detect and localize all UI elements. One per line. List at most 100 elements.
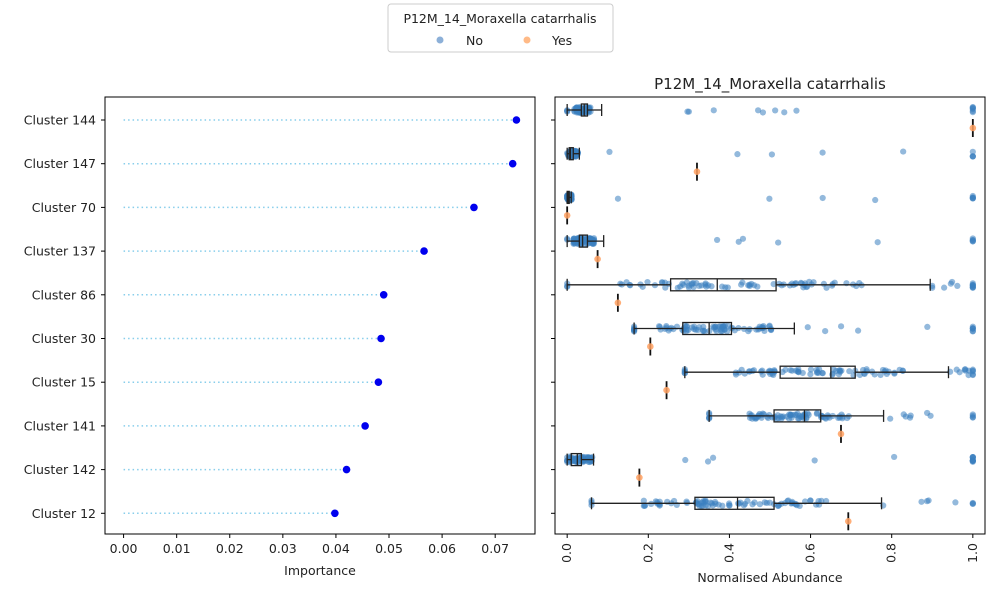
strip-point-no bbox=[755, 107, 762, 114]
x-tick-label: 0.0 bbox=[559, 543, 574, 563]
strip-point-no bbox=[837, 323, 845, 330]
strip-point-no bbox=[724, 284, 731, 291]
strip-point-no bbox=[766, 195, 773, 202]
abundance-plot-area bbox=[563, 103, 977, 531]
strip-point-no bbox=[657, 326, 664, 333]
importance-point bbox=[331, 509, 339, 518]
strip-point-no bbox=[719, 502, 726, 509]
strip-point-no bbox=[969, 323, 976, 330]
strip-point-no bbox=[969, 457, 976, 464]
strip-point-no bbox=[793, 107, 800, 114]
x-tick-label: 0.07 bbox=[481, 541, 509, 556]
importance-point bbox=[420, 247, 428, 255]
importance-point bbox=[508, 159, 517, 168]
strip-point-no bbox=[756, 501, 763, 508]
strip-point-no bbox=[969, 328, 976, 335]
strip-point-yes bbox=[693, 168, 701, 175]
strip-point-no bbox=[811, 457, 818, 464]
strip-point-no bbox=[787, 367, 794, 374]
y-tick-label: Cluster 30 bbox=[32, 331, 96, 346]
strip-point-no bbox=[846, 368, 853, 375]
strip-point-no bbox=[719, 283, 726, 290]
strip-point-no bbox=[941, 284, 948, 291]
x-tick-label: 0.2 bbox=[640, 543, 655, 563]
strip-point-no bbox=[822, 327, 829, 335]
strip-point-no bbox=[662, 284, 669, 291]
strip-point-no bbox=[924, 323, 931, 330]
strip-point-no bbox=[684, 108, 691, 115]
y-tick-label: Cluster 12 bbox=[32, 506, 96, 521]
abundance-x-ticks: 0.0 0.2 0.4 0.6 0.8 1.0 bbox=[559, 534, 980, 563]
strip-point-no bbox=[640, 497, 647, 504]
strip-point-no bbox=[726, 502, 733, 509]
importance-point bbox=[361, 422, 369, 430]
box-iqr bbox=[779, 365, 856, 379]
strip-point-no bbox=[896, 366, 903, 373]
strip-point-no bbox=[900, 411, 907, 418]
y-tick-label: Cluster 137 bbox=[24, 244, 96, 259]
strip-point-no bbox=[744, 497, 751, 504]
importance-point bbox=[342, 465, 351, 474]
strip-point-no bbox=[654, 499, 661, 506]
importance-point bbox=[377, 334, 385, 343]
importance-y-ticks: Cluster 144 Cluster 147 Cluster 70 Cluster … bbox=[24, 113, 105, 521]
strip-point-no bbox=[969, 499, 976, 507]
strip-point-yes bbox=[969, 124, 977, 132]
strip-point-no bbox=[700, 327, 707, 334]
strip-point-no bbox=[759, 109, 767, 116]
strip-point-no bbox=[713, 327, 720, 335]
strip-point-no bbox=[768, 151, 776, 158]
strip-point-no bbox=[969, 109, 976, 116]
strip-point-no bbox=[704, 458, 712, 465]
strip-point-no bbox=[735, 500, 742, 507]
strip-point-yes bbox=[636, 474, 643, 481]
legend-label-no: No bbox=[466, 33, 483, 48]
strip-point-no bbox=[683, 323, 690, 330]
strip-point-no bbox=[807, 371, 814, 378]
strip-point-no bbox=[969, 280, 976, 287]
strip-point-no bbox=[709, 502, 717, 509]
box-iqr bbox=[773, 409, 822, 423]
strip-point-no bbox=[718, 327, 726, 335]
y-tick-label: Cluster 142 bbox=[24, 462, 96, 477]
abundance-y-ticks bbox=[551, 119, 555, 514]
legend-title: P12M_14_Moraxella catarrhalis bbox=[403, 11, 596, 26]
y-tick-label: Cluster 15 bbox=[32, 375, 96, 390]
legend-marker-no bbox=[436, 36, 444, 44]
strip-point-yes bbox=[663, 386, 670, 394]
x-tick-label: 0.01 bbox=[163, 541, 191, 556]
box-iqr bbox=[570, 452, 583, 467]
abundance-panel: P12M_14_Moraxella catarrhalis 0.0 0.2 0.4 0… bbox=[551, 75, 986, 585]
strip-point-no bbox=[785, 497, 792, 504]
strip-point-no bbox=[861, 370, 868, 377]
strip-point-no bbox=[804, 324, 811, 331]
strip-point-no bbox=[891, 453, 898, 461]
importance-axes-frame bbox=[104, 96, 536, 535]
strip-point-no bbox=[763, 499, 770, 507]
legend-frame bbox=[387, 3, 614, 53]
strip-point-yes bbox=[647, 343, 654, 350]
x-tick-label: 0.03 bbox=[269, 541, 297, 556]
strip-point-no bbox=[969, 153, 976, 160]
strip-point-yes bbox=[614, 299, 622, 307]
strip-point-no bbox=[952, 499, 959, 506]
strip-point-no bbox=[874, 239, 881, 246]
strip-point-no bbox=[836, 367, 843, 374]
importance-point bbox=[374, 378, 383, 387]
strip-point-no bbox=[746, 282, 753, 290]
strip-point-no bbox=[792, 367, 799, 374]
x-tick-label: 0.06 bbox=[428, 541, 456, 556]
strip-point-no bbox=[696, 282, 703, 289]
strip-point-no bbox=[710, 107, 717, 114]
strip-point-no bbox=[786, 415, 793, 422]
importance-point bbox=[512, 116, 521, 124]
strip-point-no bbox=[871, 371, 878, 378]
x-tick-label: 0.05 bbox=[375, 541, 403, 556]
x-tick-label: 0.00 bbox=[110, 541, 138, 556]
abundance-title: P12M_14_Moraxella catarrhalis bbox=[654, 75, 886, 94]
importance-point bbox=[470, 203, 478, 212]
x-tick-label: 0.8 bbox=[884, 543, 899, 563]
box-iqr bbox=[694, 496, 775, 510]
strip-point-no bbox=[807, 497, 814, 504]
